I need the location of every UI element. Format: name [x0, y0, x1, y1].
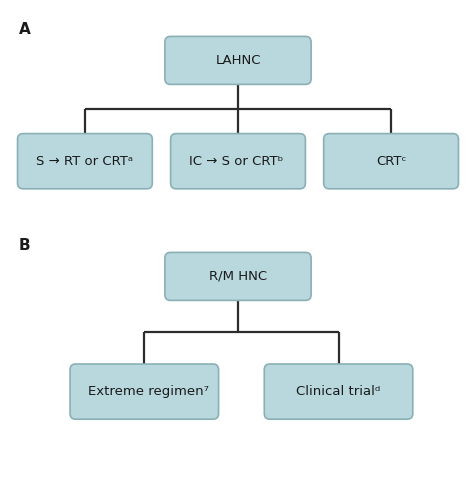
- Text: Clinical trialᵈ: Clinical trialᵈ: [297, 385, 381, 398]
- Text: R/M HNC: R/M HNC: [209, 270, 267, 283]
- Text: LAHNC: LAHNC: [215, 54, 261, 67]
- FancyBboxPatch shape: [264, 364, 413, 419]
- Text: CRTᶜ: CRTᶜ: [376, 154, 407, 168]
- Text: B: B: [19, 238, 30, 253]
- FancyBboxPatch shape: [70, 364, 218, 419]
- Text: A: A: [19, 22, 30, 37]
- FancyBboxPatch shape: [18, 134, 152, 189]
- FancyBboxPatch shape: [170, 134, 306, 189]
- FancyBboxPatch shape: [165, 252, 311, 300]
- Text: Extreme regimen⁷: Extreme regimen⁷: [89, 385, 209, 398]
- Text: IC → S or CRTᵇ: IC → S or CRTᵇ: [189, 154, 283, 168]
- FancyBboxPatch shape: [165, 36, 311, 84]
- FancyBboxPatch shape: [324, 134, 458, 189]
- Text: S → RT or CRTᵃ: S → RT or CRTᵃ: [36, 154, 133, 168]
